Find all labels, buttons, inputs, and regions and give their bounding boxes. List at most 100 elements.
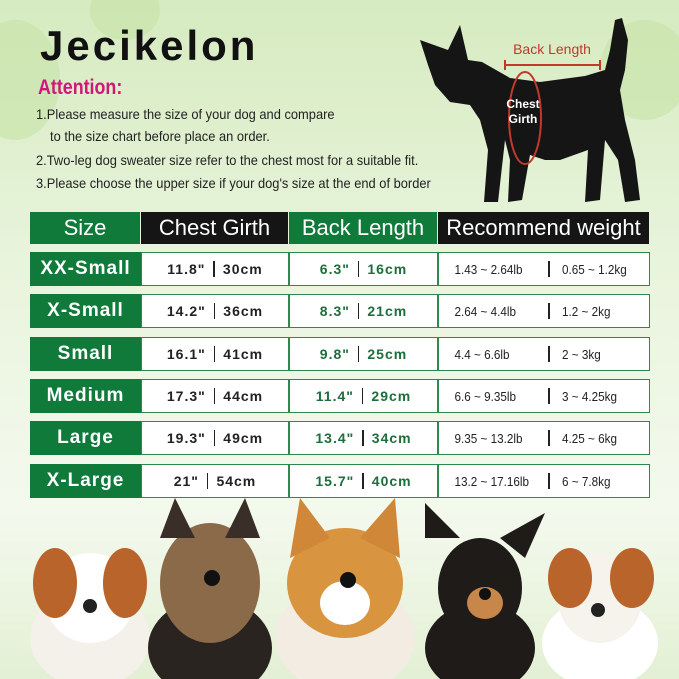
back-inches: 6.3" xyxy=(319,261,350,277)
divider xyxy=(548,473,550,489)
back-inches: 15.7" xyxy=(315,473,355,489)
back-length-cell: 13.4" 34cm xyxy=(289,421,438,455)
divider xyxy=(213,346,216,362)
divider xyxy=(213,388,216,404)
weight-lb: 4.4 ~ 6.6lb xyxy=(454,346,510,362)
weight-lb: 9.35 ~ 13.2lb xyxy=(454,430,523,446)
weight-cell: 6.6 ~ 9.35lb 3 ~ 4.25kg xyxy=(438,379,650,413)
back-length-cell: 8.3" 21cm xyxy=(289,294,438,328)
attention-heading: Attention: xyxy=(38,76,123,99)
chest-cm: 49cm xyxy=(223,430,264,446)
dog-5 xyxy=(542,548,658,679)
back-inches: 11.4" xyxy=(315,388,354,404)
back-length-cell: 6.3" 16cm xyxy=(289,252,438,286)
back-inches: 8.3" xyxy=(319,303,350,319)
back-cm: 40cm xyxy=(371,473,412,489)
back-length-cell: 15.7" 40cm xyxy=(289,464,438,498)
chest-inches: 21" xyxy=(173,473,199,489)
dog-3 xyxy=(275,498,415,679)
size-cell: XX-Small xyxy=(30,252,141,286)
girth-label: Girth xyxy=(509,112,538,126)
weight-cell: 2.64 ~ 4.4lb 1.2 ~ 2kg xyxy=(438,294,650,328)
note-2: 2.Two-leg dog sweater size refer to the … xyxy=(36,152,419,168)
divider xyxy=(213,430,216,446)
chest-cm: 30cm xyxy=(222,261,263,277)
weight-kg: 2 ~ 3kg xyxy=(561,346,601,362)
chest-cm: 41cm xyxy=(223,346,264,362)
weight-cell: 4.4 ~ 6.6lb 2 ~ 3kg xyxy=(438,337,650,371)
header-recommend-weight: Recommend weight xyxy=(438,212,649,244)
back-length-cell: 11.4" 29cm xyxy=(289,379,438,413)
size-cell: Large xyxy=(30,421,141,455)
back-length-cell: 9.8" 25cm xyxy=(289,337,438,371)
chest-inches: 19.3" xyxy=(166,430,206,446)
divider xyxy=(548,430,550,446)
chest-girth-cell: 19.3" 49cm xyxy=(141,421,289,455)
chest-inches: 17.3" xyxy=(166,388,206,404)
divider xyxy=(362,473,364,489)
size-cell: X-Large xyxy=(30,464,141,498)
weight-lb: 6.6 ~ 9.35lb xyxy=(454,388,517,404)
chest-girth-cell: 11.8" 30cm xyxy=(141,252,289,286)
size-cell: Small xyxy=(30,337,141,371)
weight-kg: 6 ~ 7.8kg xyxy=(561,473,611,489)
chest-cm: 54cm xyxy=(216,473,257,489)
divider xyxy=(548,388,550,404)
back-cm: 16cm xyxy=(367,261,408,277)
weight-kg: 1.2 ~ 2kg xyxy=(561,303,611,319)
divider xyxy=(206,473,209,489)
back-cm: 21cm xyxy=(367,303,408,319)
weight-lb: 13.2 ~ 17.16lb xyxy=(454,473,530,489)
header-size: Size xyxy=(30,212,140,244)
header-chest-girth: Chest Girth xyxy=(141,212,288,244)
dog-2 xyxy=(148,498,272,679)
chest-girth-cell: 21" 54cm xyxy=(141,464,289,498)
chest-inches: 16.1" xyxy=(166,346,206,362)
chest-girth-cell: 17.3" 44cm xyxy=(141,379,289,413)
back-inches: 9.8" xyxy=(319,346,350,362)
dog-silhouette xyxy=(420,18,640,202)
chest-cm: 36cm xyxy=(223,303,264,319)
weight-kg: 4.25 ~ 6kg xyxy=(561,430,617,446)
back-cm: 25cm xyxy=(367,346,408,362)
chest-cm: 44cm xyxy=(223,388,264,404)
dogs-photo xyxy=(30,498,658,679)
divider xyxy=(362,430,364,446)
divider xyxy=(357,346,360,362)
dog-measurement-diagram: Back Length Chest Girth xyxy=(420,18,640,202)
dog-1 xyxy=(30,548,150,679)
weight-cell: 1.43 ~ 2.64lb 0.65 ~ 1.2kg xyxy=(438,252,650,286)
divider xyxy=(357,303,360,319)
divider xyxy=(213,261,215,277)
weight-lb: 2.64 ~ 4.4lb xyxy=(454,303,517,319)
back-inches: 13.4" xyxy=(315,430,355,446)
size-cell: X-Small xyxy=(30,294,141,328)
weight-lb: 1.43 ~ 2.64lb xyxy=(454,261,523,277)
weight-kg: 0.65 ~ 1.2kg xyxy=(561,261,627,277)
back-length-label: Back Length xyxy=(513,41,591,57)
size-cell: Medium xyxy=(30,379,141,413)
dog-4 xyxy=(425,503,545,679)
note-1-cont: to the size chart before place an order. xyxy=(50,128,270,144)
divider xyxy=(213,303,216,319)
chest-girth-loop xyxy=(508,71,542,165)
weight-cell: 13.2 ~ 17.16lb 6 ~ 7.8kg xyxy=(438,464,650,498)
brand-logo: Jecikelon xyxy=(40,22,259,69)
divider xyxy=(548,303,550,319)
chest-girth-cell: 16.1" 41cm xyxy=(141,337,289,371)
note-3: 3.Please choose the upper size if your d… xyxy=(36,175,431,191)
divider xyxy=(548,261,550,277)
divider xyxy=(357,261,360,277)
header-back-length: Back Length xyxy=(289,212,437,244)
note-1: 1.Please measure the size of your dog an… xyxy=(36,106,335,122)
chest-girth-cell: 14.2" 36cm xyxy=(141,294,289,328)
back-cm: 34cm xyxy=(371,430,412,446)
weight-kg: 3 ~ 4.25kg xyxy=(561,388,617,404)
divider xyxy=(361,388,364,404)
chest-label: Chest xyxy=(506,97,539,111)
chest-inches: 14.2" xyxy=(166,303,206,319)
back-cm: 29cm xyxy=(371,388,412,404)
chest-inches: 11.8" xyxy=(167,261,206,277)
divider xyxy=(548,346,550,362)
weight-cell: 9.35 ~ 13.2lb 4.25 ~ 6kg xyxy=(438,421,650,455)
